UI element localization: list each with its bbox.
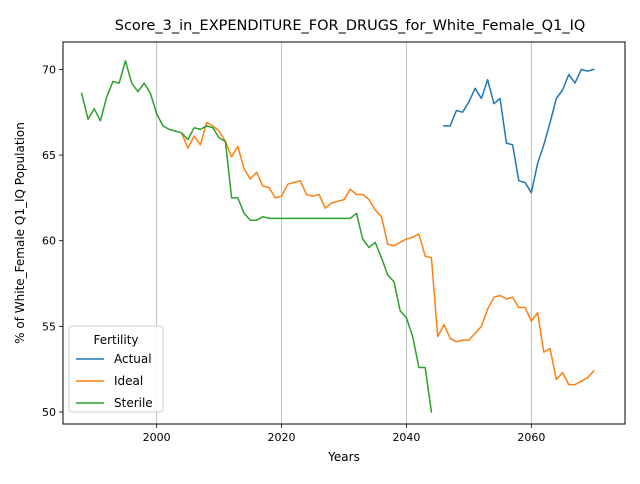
y-tick-label: 70 xyxy=(42,63,56,76)
legend-box xyxy=(68,325,164,413)
series-line-actual xyxy=(443,68,595,194)
x-tick-label: 2040 xyxy=(392,431,420,444)
plot-frame xyxy=(62,41,626,425)
y-tick-label: 55 xyxy=(42,320,56,333)
legend-label-actual: Actual xyxy=(114,352,152,366)
series-line-sterile xyxy=(80,60,433,413)
series-lines xyxy=(80,60,595,413)
legend-title: Fertility xyxy=(93,333,138,347)
chart-title: Score_3_in_EXPENDITURE_FOR_DRUGS_for_Whi… xyxy=(115,18,586,34)
x-axis-ticks: 2000 2020 2040 2060 xyxy=(143,424,545,444)
y-tick-label: 50 xyxy=(42,406,56,419)
series-line-ideal xyxy=(180,121,595,386)
y-axis-label: % of White_Female Q1_IQ Population xyxy=(13,122,27,344)
y-tick-label: 60 xyxy=(42,235,56,248)
x-tick-label: 2060 xyxy=(517,431,545,444)
x-tick-label: 2020 xyxy=(268,431,296,444)
x-tick-label: 2000 xyxy=(143,431,171,444)
legend-items: Actual Ideal Sterile xyxy=(76,352,153,410)
y-axis-ticks: 50 55 60 65 70 xyxy=(42,63,63,419)
legend-label-ideal: Ideal xyxy=(114,374,143,388)
legend-label-sterile: Sterile xyxy=(114,396,153,410)
x-axis-label: Years xyxy=(327,450,360,464)
y-tick-label: 65 xyxy=(42,149,56,162)
grid xyxy=(156,42,532,424)
legend: Fertility Actual Ideal Sterile xyxy=(68,325,164,413)
